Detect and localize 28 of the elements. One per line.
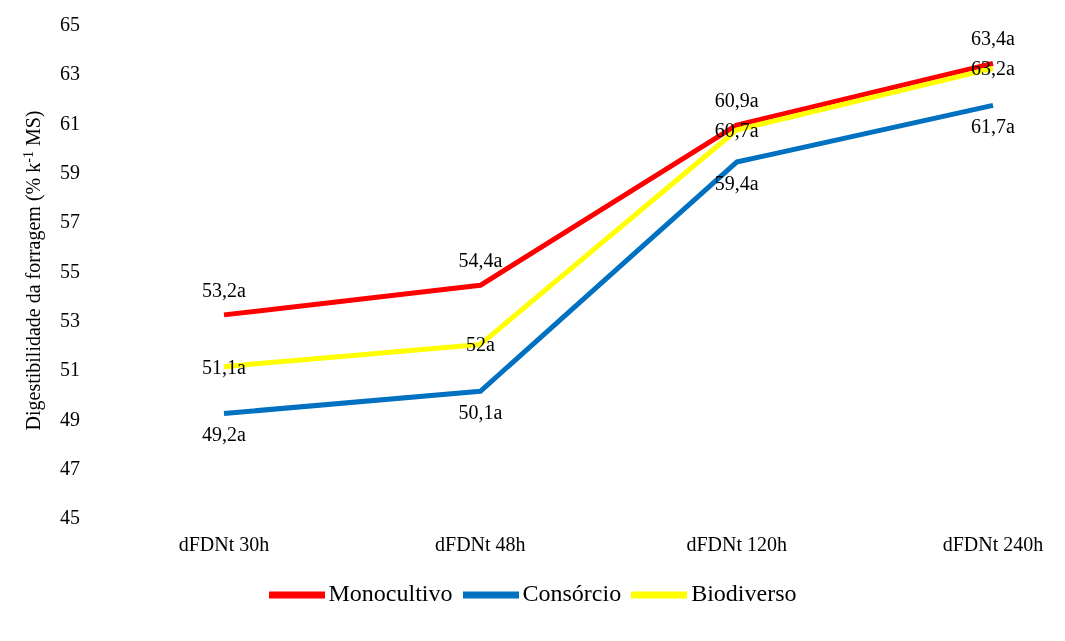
data-label: 61,7a [971, 115, 1016, 138]
y-tick-label: 51 [60, 358, 80, 381]
data-label: 54,4a [458, 249, 503, 272]
data-label: 60,9a [714, 89, 759, 112]
data-label: 59,4a [714, 172, 759, 195]
y-tick-label: 59 [60, 161, 80, 183]
y-tick-label: 53 [60, 308, 80, 331]
data-label: 60,7a [714, 118, 759, 141]
y-tick-label: 49 [60, 407, 80, 430]
x-tick-label: dFDNt 240h [942, 533, 1044, 556]
data-label: 50,1a [458, 401, 503, 424]
legend-label: Consórcio [522, 579, 622, 606]
y-tick-label: 45 [60, 506, 80, 529]
x-tick-label: dFDNt 48h [435, 533, 526, 556]
y-tick-label: 57 [60, 210, 80, 233]
legend-label: Biodiverso [691, 579, 797, 606]
x-tick-label: dFDNt 30h [178, 533, 270, 556]
x-tick-label: dFDNt 120h [686, 533, 787, 556]
data-label: 63,4a [971, 27, 1016, 50]
y-tick-label: 61 [60, 111, 80, 134]
data-label: 51,1a [202, 355, 247, 378]
data-label: 53,2a [202, 278, 247, 301]
data-label: 49,2a [202, 423, 247, 446]
y-tick-label: 63 [60, 62, 80, 85]
y-tick-label: 65 [60, 13, 80, 36]
y-tick-label: 55 [60, 259, 80, 282]
legend-label: Monocultivo [328, 579, 453, 606]
y-tick-label: 47 [60, 456, 80, 479]
